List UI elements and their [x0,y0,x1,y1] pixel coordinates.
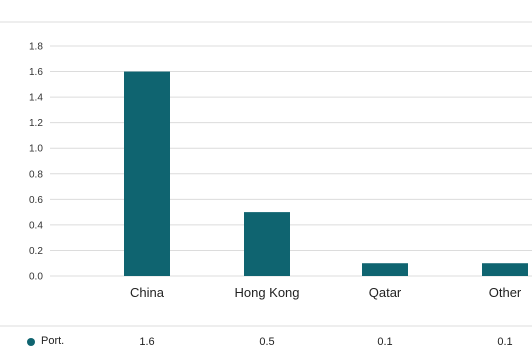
x-category-label: Other [489,285,522,300]
legend-table-row: Port. 1.6 0.5 0.1 0.1 [0,326,532,355]
y-tick-label: 0.0 [29,272,43,283]
y-tick-label: 0.8 [29,169,43,180]
y-tick-label: 0.4 [29,220,43,231]
x-category-label: Hong Kong [234,285,299,300]
y-tick-label: 1.6 [29,67,43,78]
x-axis-labels: China Hong Kong Qatar Other [130,285,522,300]
bar-qatar [362,263,408,276]
y-tick-label: 1.8 [29,42,43,53]
bar-china [124,71,170,276]
legend-series-label: Port. [41,335,65,347]
y-axis-ticks: 0.0 0.2 0.4 0.6 0.8 1.0 1.2 1.4 1.6 1.8 [29,42,43,283]
legend-value-china: 1.6 [139,336,155,348]
x-category-label: Qatar [369,285,402,300]
y-tick-label: 0.6 [29,195,43,206]
y-tick-label: 1.4 [29,93,43,104]
x-category-label: China [130,285,165,300]
legend-marker-icon [27,338,35,346]
bars [124,71,528,276]
y-tick-label: 1.2 [29,118,43,129]
bar-other [482,263,528,276]
legend-value-hong-kong: 0.5 [259,336,275,348]
legend-value-qatar: 0.1 [377,336,393,348]
gridlines [50,45,532,277]
bar-hong-kong [244,212,290,276]
legend-value-other: 0.1 [497,336,513,348]
y-tick-label: 0.2 [29,246,43,257]
y-tick-label: 1.0 [29,144,43,155]
